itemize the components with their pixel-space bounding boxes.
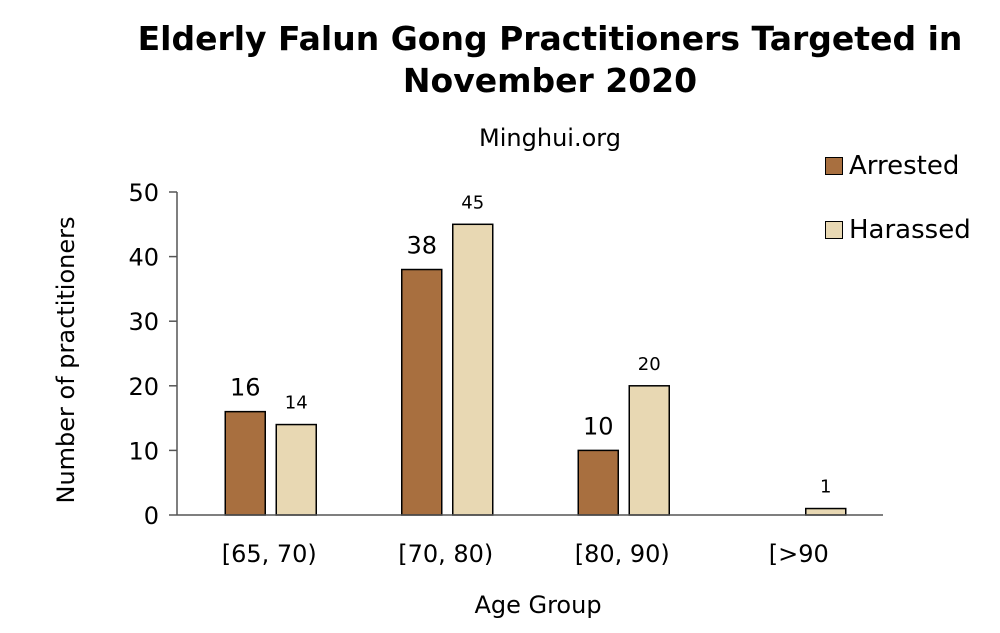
legend-swatch-arrested [825,157,843,175]
legend-item-harassed: Harassed [825,214,971,246]
y-tick-label: 10 [128,437,159,465]
legend-item-arrested: Arrested [825,150,971,182]
bar-arrested-0 [224,410,266,516]
x-category-label: [70, 80) [398,540,493,568]
x-axis-title: Age Group [474,591,601,619]
bar-arrested-2 [577,449,619,516]
bar-harassed-2 [628,385,670,516]
y-tick-label: 40 [128,244,159,272]
data-label-arrested-2: 10 [583,412,614,440]
x-category-label: [80, 90) [575,540,670,568]
y-tick-label: 50 [128,179,159,207]
legend-label-harassed: Harassed [849,215,971,245]
data-label-harassed-2: 20 [638,354,661,375]
bar-harassed-0 [275,423,317,516]
data-label-harassed-3: 1 [820,477,831,498]
data-label-arrested-0: 16 [230,374,261,402]
bar-harassed-3 [805,507,847,516]
bar-harassed-1 [452,223,494,516]
legend-label-arrested: Arrested [849,151,960,181]
chart-title-line-2: November 2020 [402,61,698,100]
bar-arrested-1 [401,268,443,516]
data-label-harassed-1: 45 [461,192,484,213]
y-tick-label: 0 [144,502,159,530]
data-label-arrested-1: 38 [406,232,437,260]
y-axis-title: Number of practitioners [52,217,80,504]
chart-title: Elderly Falun Gong Practitioners Targete… [0,18,1000,102]
legend-swatch-harassed [825,221,843,239]
chart-subtitle: Minghui.org [479,124,621,152]
y-tick-label: 30 [128,308,159,336]
y-tick-label: 20 [128,373,159,401]
chart-title-line-1: Elderly Falun Gong Practitioners Targete… [137,19,963,58]
x-category-label: [>90 [769,540,829,568]
data-label-harassed-0: 14 [285,393,308,414]
legend: Arrested Harassed [825,150,971,278]
x-category-label: [65, 70) [222,540,317,568]
